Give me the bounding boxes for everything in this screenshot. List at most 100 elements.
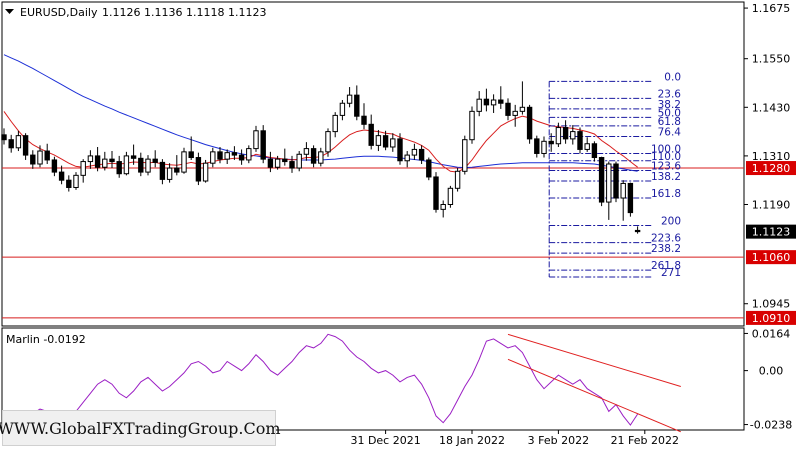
bearish-candle [368,123,374,146]
bullish-candle [606,163,612,203]
bullish-candle [519,106,526,112]
downtrend-channel-line [507,333,681,387]
bearish-candle [22,135,29,156]
time-tick-label: 3 Feb 2022 [528,434,589,447]
chart-menu-icon[interactable] [5,9,14,14]
price-tick-label: 1.1430 [752,101,791,114]
oscillator-label: Marlin -0.0192 [6,333,86,346]
bullish-candle [339,102,346,116]
bearish-candle [310,148,317,164]
downtrend-channel-line [507,358,681,433]
bearish-candle [289,161,295,169]
bullish-candle [476,98,482,112]
symbol-label: EURUSD,Daily [20,6,98,19]
marlin-oscillator-line [3,333,639,426]
price-axis: 1.1280 1.1060 1.0910 1.1675 1.1550 1.1430 1.13… [744,2,796,432]
oscillator-tick-label: 0.0164 [752,327,791,340]
bullish-candle [325,131,331,153]
fib-level-label: 161.8 [651,188,681,200]
bullish-candle [123,155,130,175]
bearish-candle [613,163,619,199]
bullish-candle [318,151,324,164]
time-axis: 31 Dec 2021 18 Jan 2022 3 Feb 2022 21 Feb 2… [350,430,679,447]
fib-level-label: 261.8 [651,260,681,272]
fib-level-label: 23.6 [658,88,682,100]
bullish-candle [555,127,562,145]
fib-level-label: 50.0 [658,107,681,119]
bearish-candle [598,157,605,203]
bullish-candle [166,167,173,180]
price-tick-label: 1.1550 [752,53,791,66]
bearish-candle [433,176,439,210]
bullish-candle [80,161,86,176]
level-price-label: 1.0910 [752,312,791,325]
bearish-candle [526,106,533,140]
fib-level-label: 271 [661,267,681,279]
bearish-candle [534,138,540,154]
bearish-candle [109,158,115,163]
bearish-candle [498,99,504,104]
bullish-candle [570,131,576,140]
bullish-candle [210,151,216,164]
bearish-candle [627,182,634,214]
bearish-candle [260,130,266,160]
price-tick-label: 1.1675 [752,2,791,15]
bearish-candle [577,131,583,150]
bullish-candle [145,158,151,173]
bullish-candle [102,158,108,168]
bearish-candle [44,150,50,161]
fib-level-label: 61.8 [658,116,681,128]
fib-level-label: 110.0 [651,151,681,163]
bullish-candle [15,135,22,149]
oscillator-tick-label: -0.0238 [750,419,792,432]
bullish-candle [541,140,547,154]
bearish-candle [231,152,238,156]
time-tick-label: 21 Feb 2022 [611,434,679,447]
bullish-candle [253,130,259,150]
bearish-candle [483,98,490,106]
bullish-candle [303,148,310,155]
bullish-candle [447,187,454,206]
bearish-candle [174,167,180,173]
level-price-tag [746,161,796,176]
bullish-candle [224,152,230,160]
bullish-candle [274,158,281,168]
bullish-candle [462,139,468,172]
bullish-candle [181,151,187,173]
fib-level-label: 100.0 [651,143,681,155]
ohlc-readout: 1.1126 1.1136 1.1118 1.1123 [102,6,266,19]
bearish-candle [267,158,274,168]
bearish-candle [426,159,432,178]
bullish-candle [411,148,418,156]
bearish-candle [282,158,288,163]
fib-level-label: 76.4 [658,126,682,138]
current-price-label: 1.1123 [752,226,791,239]
fib-level-label: 38.2 [658,99,681,111]
bullish-candle [346,94,353,104]
price-panel-frame [1,1,745,327]
bearish-candle [152,158,158,163]
fib-level-label: 238.2 [651,243,681,255]
bearish-candle [1,134,7,141]
time-tick-label: 31 Dec 2021 [350,434,420,447]
bullish-candle [404,154,410,162]
bullish-candle [469,110,475,141]
bullish-candle [512,110,518,116]
bearish-candle [195,157,202,182]
watermark: WWW.GlobalFXTradingGroup.Com [0,410,281,446]
fib-level-label: 223.6 [651,233,681,245]
bullish-candle [375,135,382,146]
time-tick-label: 18 Jan 2022 [439,434,505,447]
bearish-candle [217,151,223,160]
oscillator-panel-frame [1,327,745,431]
bearish-candle [548,140,554,145]
fib-level-label: 123.6 [651,160,681,172]
bearish-candle [591,143,598,159]
bearish-candle [382,135,389,148]
price-tick-label: 1.0945 [752,298,791,311]
fib-level-label: 200 [661,216,681,228]
fib-level-label: 0.0 [664,71,681,83]
bearish-candle [562,127,569,140]
price-tick-label: 1.1190 [752,199,791,212]
